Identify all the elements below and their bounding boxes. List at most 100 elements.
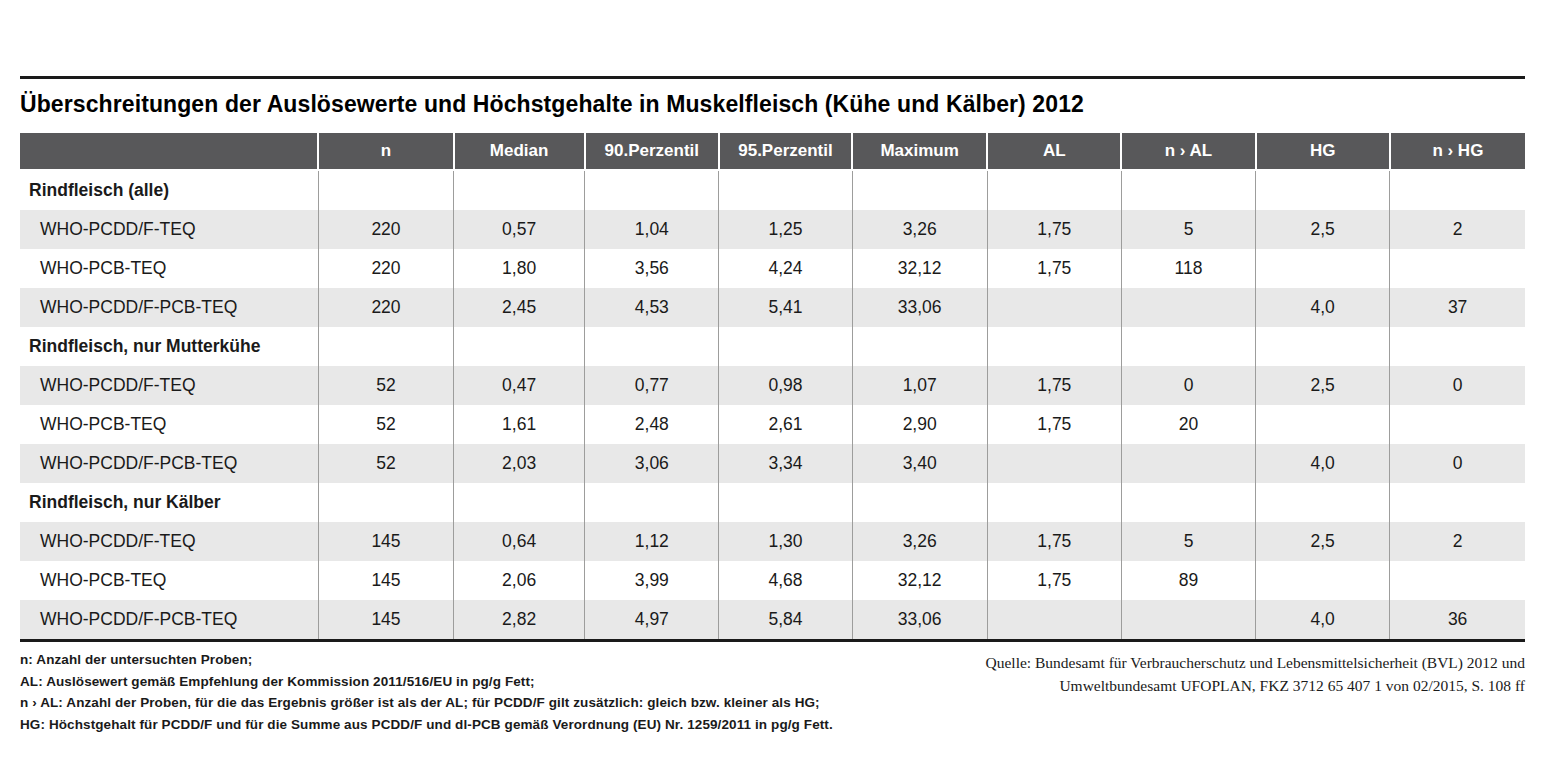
value-cell: 1,30 <box>719 522 852 561</box>
table-title: Überschreitungen der Auslösewerte und Hö… <box>20 91 1525 118</box>
value-cell <box>1121 600 1255 641</box>
value-cell: 0,57 <box>454 210 585 249</box>
value-cell: 2,48 <box>585 405 719 444</box>
value-cell: 4,68 <box>719 561 852 600</box>
value-cell <box>1256 405 1390 444</box>
column-header: 90.Perzentil <box>585 133 719 170</box>
header-row: nMedian90.Perzentil95.PerzentilMaximumAL… <box>20 133 1525 170</box>
empty-cell <box>318 170 453 210</box>
value-cell: 1,07 <box>852 366 987 405</box>
table-row: WHO-PCB-TEQ1452,063,994,6832,121,7589 <box>20 561 1525 600</box>
empty-cell <box>585 483 719 522</box>
row-label-cell: WHO-PCDD/F-TEQ <box>20 522 318 561</box>
value-cell: 4,0 <box>1256 444 1390 483</box>
table-row: WHO-PCDD/F-PCB-TEQ2202,454,535,4133,064,… <box>20 288 1525 327</box>
value-cell: 4,0 <box>1256 600 1390 641</box>
value-cell: 4,97 <box>585 600 719 641</box>
empty-cell <box>585 170 719 210</box>
value-cell: 145 <box>318 522 453 561</box>
value-cell: 2,45 <box>454 288 585 327</box>
exceedance-table: nMedian90.Perzentil95.PerzentilMaximumAL… <box>20 133 1525 642</box>
table-row: WHO-PCB-TEQ521,612,482,612,901,7520 <box>20 405 1525 444</box>
table-row: WHO-PCDD/F-TEQ1450,641,121,303,261,7552,… <box>20 522 1525 561</box>
value-cell: 0,64 <box>454 522 585 561</box>
value-cell: 5 <box>1121 522 1255 561</box>
value-cell: 0,98 <box>719 366 852 405</box>
value-cell: 32,12 <box>852 561 987 600</box>
source-line: Quelle: Bundesamt für Verbraucherschutz … <box>986 651 1525 674</box>
table-row: WHO-PCDD/F-TEQ520,470,770,981,071,7502,5… <box>20 366 1525 405</box>
value-cell: 220 <box>318 249 453 288</box>
value-cell: 5 <box>1121 210 1255 249</box>
table-row: WHO-PCDD/F-PCB-TEQ1452,824,975,8433,064,… <box>20 600 1525 641</box>
section-label-cell: Rindfleisch, nur Kälber <box>20 483 318 522</box>
value-cell: 4,53 <box>585 288 719 327</box>
row-label-cell: WHO-PCDD/F-PCB-TEQ <box>20 288 318 327</box>
footnote-line: HG: Höchstgehalt für PCDD/F und für die … <box>20 714 833 736</box>
empty-cell <box>454 483 585 522</box>
empty-cell <box>1256 483 1390 522</box>
table-footer: n: Anzahl der untersuchten Proben;AL: Au… <box>20 649 1525 735</box>
value-cell: 1,80 <box>454 249 585 288</box>
column-header: AL <box>987 133 1121 170</box>
value-cell <box>987 600 1121 641</box>
value-cell <box>987 288 1121 327</box>
section-row: Rindfleisch, nur Mutterkühe <box>20 327 1525 366</box>
empty-cell <box>1256 170 1390 210</box>
value-cell: 3,34 <box>719 444 852 483</box>
empty-cell <box>987 483 1121 522</box>
row-label-cell: WHO-PCDD/F-PCB-TEQ <box>20 600 318 641</box>
empty-cell <box>585 327 719 366</box>
footnote-line: n › AL: Anzahl der Proben, für die das E… <box>20 692 833 714</box>
value-cell: 2,5 <box>1256 210 1390 249</box>
value-cell: 36 <box>1390 600 1525 641</box>
value-cell: 2 <box>1390 210 1525 249</box>
report-page: Überschreitungen der Auslösewerte und Hö… <box>0 76 1545 735</box>
value-cell: 3,40 <box>852 444 987 483</box>
value-cell: 1,75 <box>987 210 1121 249</box>
value-cell: 3,56 <box>585 249 719 288</box>
top-rule <box>20 76 1525 79</box>
section-row: Rindfleisch (alle) <box>20 170 1525 210</box>
value-cell: 145 <box>318 600 453 641</box>
value-cell: 1,75 <box>987 366 1121 405</box>
value-cell: 32,12 <box>852 249 987 288</box>
row-label-cell: WHO-PCB-TEQ <box>20 561 318 600</box>
value-cell: 2,03 <box>454 444 585 483</box>
empty-cell <box>719 170 852 210</box>
row-label-cell: WHO-PCB-TEQ <box>20 249 318 288</box>
value-cell: 2,90 <box>852 405 987 444</box>
table-row: WHO-PCB-TEQ2201,803,564,2432,121,75118 <box>20 249 1525 288</box>
value-cell: 2 <box>1390 522 1525 561</box>
empty-cell <box>1121 327 1255 366</box>
value-cell: 220 <box>318 288 453 327</box>
empty-cell <box>1390 483 1525 522</box>
row-label-cell: WHO-PCDD/F-TEQ <box>20 366 318 405</box>
column-header: n › AL <box>1121 133 1255 170</box>
empty-cell <box>318 327 453 366</box>
empty-cell <box>1390 327 1525 366</box>
column-header: n <box>318 133 453 170</box>
row-label-cell: WHO-PCDD/F-PCB-TEQ <box>20 444 318 483</box>
value-cell: 4,24 <box>719 249 852 288</box>
value-cell: 20 <box>1121 405 1255 444</box>
value-cell <box>1121 288 1255 327</box>
value-cell <box>987 444 1121 483</box>
value-cell: 52 <box>318 444 453 483</box>
value-cell: 37 <box>1390 288 1525 327</box>
value-cell: 220 <box>318 210 453 249</box>
source-line: Umweltbundesamt UFOPLAN, FKZ 3712 65 407… <box>986 674 1525 697</box>
empty-cell <box>852 327 987 366</box>
footnote-line: AL: Auslösewert gemäß Empfehlung der Kom… <box>20 671 833 693</box>
value-cell: 1,75 <box>987 249 1121 288</box>
value-cell: 118 <box>1121 249 1255 288</box>
value-cell: 0,77 <box>585 366 719 405</box>
value-cell: 0 <box>1390 366 1525 405</box>
value-cell <box>1256 249 1390 288</box>
value-cell: 33,06 <box>852 288 987 327</box>
empty-cell <box>318 483 453 522</box>
source-citation: Quelle: Bundesamt für Verbraucherschutz … <box>986 649 1525 697</box>
empty-cell <box>454 327 585 366</box>
value-cell <box>1256 561 1390 600</box>
corner-header-cell <box>20 133 318 170</box>
